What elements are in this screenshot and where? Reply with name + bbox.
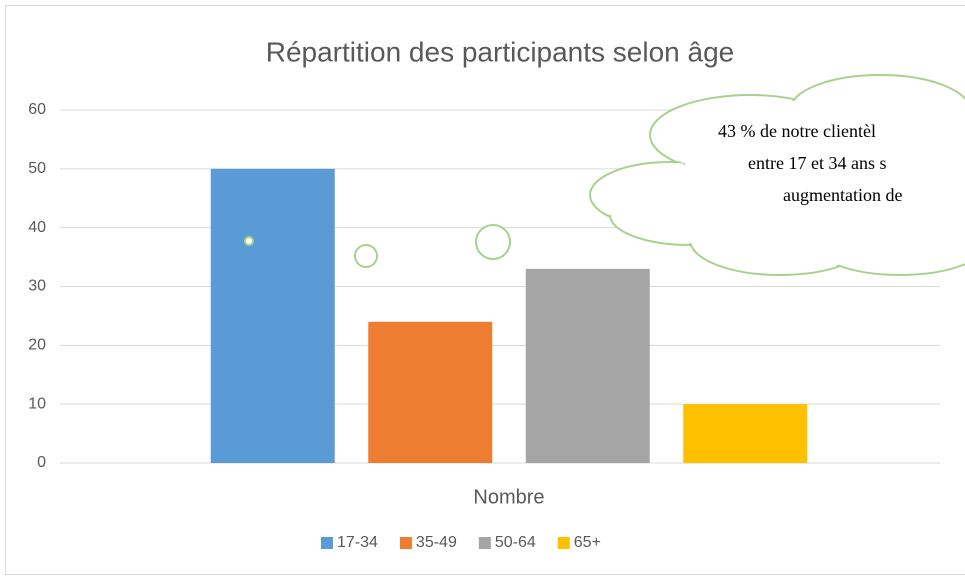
- callout-cloud: 43 % de notre clientèl entre 17 et 34 an…: [244, 74, 965, 276]
- legend-label: 50-64: [495, 534, 536, 551]
- y-tick-label: 50: [28, 160, 46, 177]
- cloud-bubble: [244, 236, 254, 246]
- y-tick-label: 60: [28, 101, 46, 118]
- cloud-bubble: [354, 244, 378, 268]
- bar: [368, 321, 493, 463]
- bar: [683, 404, 808, 463]
- cloud-fill: [592, 77, 965, 273]
- y-tick-label: 40: [28, 219, 46, 236]
- annotation-line: augmentation de: [783, 185, 902, 205]
- legend-label: 65+: [574, 534, 601, 551]
- y-tick-label: 30: [28, 278, 46, 295]
- plot-area: 0 10 20 30 40 50 60 Nombre 17-34 35-49 50-64 65+: [28, 101, 940, 551]
- bar: [525, 268, 650, 463]
- legend-label: 17-34: [337, 534, 378, 551]
- y-tick-label: 0: [37, 454, 46, 471]
- legend-label: 35-49: [416, 534, 457, 551]
- legend-swatch: [557, 537, 570, 549]
- y-tick-label: 20: [28, 337, 46, 354]
- bar: [210, 168, 335, 464]
- legend-swatch: [478, 537, 491, 549]
- annotation-line: 43 % de notre clientèl: [718, 121, 876, 141]
- legend-swatch: [321, 537, 333, 549]
- legend-swatch: [399, 537, 412, 549]
- chart-title: Répartition des participants selon âge: [266, 36, 735, 67]
- y-tick-label: 10: [28, 395, 46, 412]
- annotation-line: entre 17 et 34 ans s: [748, 153, 886, 173]
- x-tick-label: Nombre: [473, 486, 544, 508]
- cloud-bubble: [475, 224, 511, 260]
